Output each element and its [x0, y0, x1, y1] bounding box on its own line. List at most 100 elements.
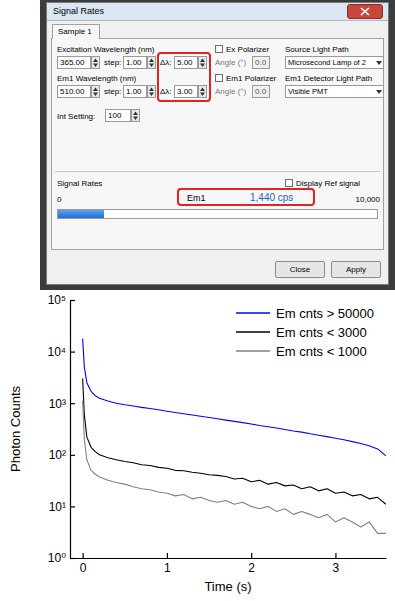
spinner-up[interactable] [200, 59, 205, 63]
spinner-down[interactable] [200, 93, 205, 97]
polarizer-checkbox-box[interactable] [215, 45, 223, 53]
x-axis-title: Time (s) [204, 579, 251, 594]
spinner-down[interactable] [149, 93, 154, 97]
polarizer-checkbox: Ex Polarizer [226, 44, 269, 55]
legend-label: Em cnts < 1000 [276, 344, 367, 359]
spinner-down[interactable] [133, 117, 138, 121]
spinner-arrows[interactable] [199, 86, 206, 97]
bandwidth-label: Δλ: [160, 86, 172, 97]
bandwidth-field[interactable]: 3.00 [174, 85, 198, 98]
dialog: Signal RatesSample 1Excitation Wavelengt… [46, 2, 389, 285]
display-ref-checkbox-box[interactable] [285, 179, 293, 187]
y-tick-label: 10⁰ [48, 551, 66, 565]
x-tick: 2 [248, 553, 255, 575]
legend-swatch [236, 312, 270, 314]
plot: 0 1 2 3 10⁰ 10¹ 10² 10³ 10⁴ 10⁵ Time (s) Photon Cou… [8, 293, 387, 594]
legend-label: Em cnts < 3000 [276, 325, 367, 340]
button[interactable]: Apply [331, 261, 381, 278]
spinner[interactable] [147, 85, 156, 98]
tab-label: Sample 1 [58, 26, 92, 37]
spinner-up[interactable] [93, 88, 98, 92]
tab[interactable]: Sample 1 [52, 24, 100, 39]
dropdown-arrow[interactable] [375, 57, 383, 68]
y-tick: 10⁵ [48, 293, 75, 307]
spinner-up[interactable] [200, 88, 205, 92]
close-button[interactable] [347, 4, 383, 19]
dropdown-arrow-shape[interactable] [376, 61, 382, 65]
polarizer-checkbox: Em1 Polarizer [226, 73, 276, 84]
x-tick: 0 [80, 553, 87, 575]
angle-field[interactable]: 0.0 [252, 85, 270, 98]
wavelength-field[interactable]: 510.00 [57, 85, 91, 98]
close-icon[interactable] [348, 5, 382, 18]
button[interactable]: Close [275, 261, 325, 278]
wavelength-field[interactable]: 365.00 [57, 56, 91, 69]
y-axis-line [70, 301, 71, 559]
spinner[interactable] [131, 109, 140, 122]
signal-track [57, 209, 378, 219]
y-tick: 10² [49, 448, 75, 462]
step-field[interactable]: 1.00 [123, 56, 147, 69]
y-axis-title: Photon Counts [8, 386, 23, 473]
spinner-arrows[interactable] [148, 86, 155, 97]
path-label: Source Light Path [285, 44, 349, 55]
legend-label: Em cnts > 50000 [276, 306, 374, 321]
x-axis-line [71, 558, 387, 559]
signal-title: Signal Rates [57, 178, 102, 189]
x-tick-label: 2 [248, 561, 255, 575]
highlight [177, 188, 315, 206]
spinner-arrows[interactable] [92, 86, 99, 97]
legend-swatch [236, 331, 270, 333]
spinner[interactable] [91, 85, 100, 98]
y-axis: 10⁰ 10¹ 10² 10³ 10⁴ 10⁵ [47, 293, 75, 565]
wavelength-label: Em1 Wavelength (nm) [57, 73, 136, 84]
spinner-arrows[interactable] [148, 57, 155, 68]
x-tick-mark [251, 553, 252, 558]
bandwidth-field[interactable]: 5.00 [174, 56, 198, 69]
spinner-down[interactable] [149, 64, 154, 68]
signal-bar [58, 210, 104, 218]
spinner[interactable] [147, 56, 156, 69]
spinner-up[interactable] [149, 59, 154, 63]
legend: Em cnts > 50000 Em cnts < 3000 Em cnts < 1… [236, 306, 374, 359]
polarizer-checkbox-box[interactable] [215, 74, 223, 82]
x-tick: 3 [333, 553, 340, 575]
spinner-up[interactable] [93, 59, 98, 63]
angle-field[interactable]: 0.0 [252, 56, 270, 69]
bandwidth-label: Δλ: [160, 57, 172, 68]
spinner[interactable] [198, 85, 207, 98]
x-tick-label: 0 [80, 561, 87, 575]
x-tick-label: 1 [164, 561, 171, 575]
channel-label: Em1 [187, 193, 206, 204]
screenshot: Signal RatesSample 1Excitation Wavelengt… [40, 0, 395, 290]
y-tick-label: 10³ [49, 397, 66, 411]
path-dropdown[interactable]: Microsecond Lamp of 2 [285, 56, 384, 69]
y-tick: 10⁴ [47, 345, 75, 359]
dropdown-arrow[interactable] [375, 86, 383, 97]
x-tick: 1 [164, 553, 171, 575]
y-tick-mark [70, 506, 75, 507]
spinner-up[interactable] [149, 88, 154, 92]
spinner[interactable] [198, 56, 207, 69]
spinner-down[interactable] [200, 64, 205, 68]
spinner-down[interactable] [93, 64, 98, 68]
close-cross[interactable] [361, 8, 369, 15]
spinner-arrows[interactable] [92, 57, 99, 68]
spinner[interactable] [91, 56, 100, 69]
step-label: step: [104, 86, 121, 97]
spinner-arrows[interactable] [132, 110, 139, 121]
path-dropdown[interactable]: Visible PMT [285, 85, 384, 98]
x-tick-mark [167, 553, 168, 558]
y-tick-label: 10¹ [49, 500, 66, 514]
spinner-up[interactable] [133, 112, 138, 116]
setting-field[interactable]: 100 [105, 109, 131, 122]
step-label: step: [104, 57, 121, 68]
spinner-down[interactable] [93, 93, 98, 97]
y-tick-mark [70, 352, 75, 353]
y-tick: 10⁰ [48, 551, 75, 565]
setting-label: Int Setting: [57, 111, 95, 122]
x-axis: 0 1 2 3 [71, 553, 387, 575]
spinner-arrows[interactable] [199, 57, 206, 68]
dropdown-arrow-shape[interactable] [376, 90, 382, 94]
step-field[interactable]: 1.00 [123, 85, 147, 98]
